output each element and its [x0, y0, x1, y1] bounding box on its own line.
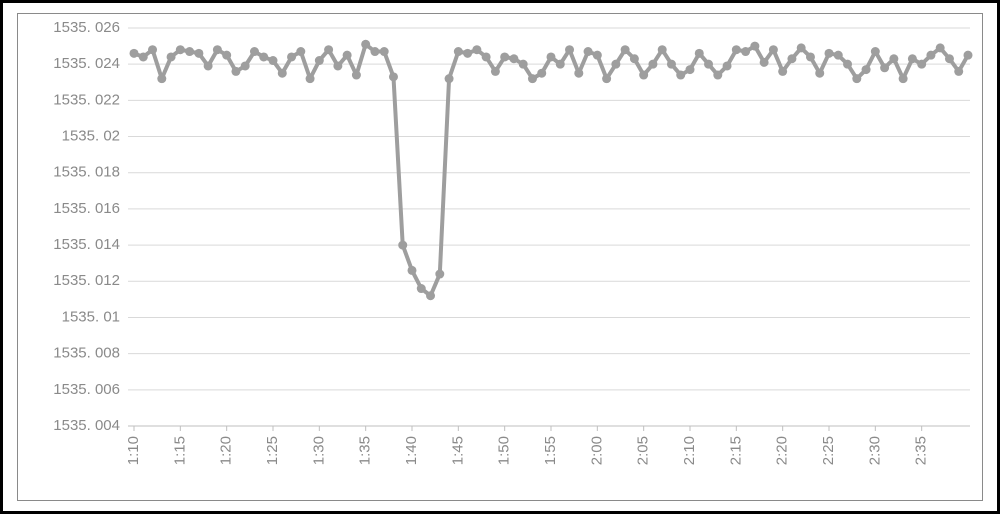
- y-tick-label: 1535. 004: [53, 417, 120, 434]
- x-tick-label: 2:30: [866, 436, 883, 465]
- x-tick-label: 1:25: [264, 436, 281, 465]
- x-tick-label: 1:30: [310, 436, 327, 465]
- x-tick-label: 2:10: [681, 436, 698, 465]
- x-tick-label: 1:20: [218, 436, 235, 465]
- y-tick-label: 1535. 006: [53, 381, 120, 398]
- y-tick-label: 1535. 008: [53, 345, 120, 362]
- x-tick-label: 1:40: [403, 436, 420, 465]
- x-tick-label: 1:35: [357, 436, 374, 465]
- x-tick-label: 1:55: [542, 436, 559, 465]
- x-tick-label: 2:35: [913, 436, 930, 465]
- y-tick-label: 1535. 018: [53, 164, 120, 181]
- series-line: [134, 44, 968, 295]
- y-tick-label: 1535. 01: [62, 308, 120, 325]
- gridlines: [128, 28, 970, 431]
- x-tick-label: 1:10: [125, 436, 142, 465]
- data-series: [130, 40, 973, 300]
- y-tick-label: 1535. 022: [53, 91, 120, 108]
- x-tick-label: 1:15: [171, 436, 188, 465]
- x-tick-label: 1:45: [449, 436, 466, 465]
- y-axis-labels: 1535. 004 1535. 006 1535. 008 1535. 01 1535.…: [53, 19, 120, 434]
- outer-frame: 1535. 004 1535. 006 1535. 008 1535. 01 1535.…: [0, 0, 1000, 514]
- x-tick-label: 2:15: [727, 436, 744, 465]
- y-tick-label: 1535. 012: [53, 272, 120, 289]
- y-tick-label: 1535. 016: [53, 200, 120, 217]
- y-tick-label: 1535. 024: [53, 55, 120, 72]
- x-axis-labels: 1:10 1:15 1:20 1:25 1:30 1:35 1:40 1:45 1:50 1:55…: [125, 436, 930, 465]
- x-tick-label: 2:25: [820, 436, 837, 465]
- chart-frame: 1535. 004 1535. 006 1535. 008 1535. 01 1535.…: [17, 13, 983, 501]
- x-tick-label: 2:00: [588, 436, 605, 465]
- y-tick-label: 1535. 02: [62, 128, 120, 145]
- x-tick-label: 2:05: [635, 436, 652, 465]
- x-tick-label: 2:20: [774, 436, 791, 465]
- line-chart: 1535. 004 1535. 006 1535. 008 1535. 01 1535.…: [18, 14, 984, 498]
- y-tick-label: 1535. 026: [53, 19, 120, 36]
- x-tick-label: 1:50: [496, 436, 513, 465]
- y-tick-label: 1535. 014: [53, 236, 120, 253]
